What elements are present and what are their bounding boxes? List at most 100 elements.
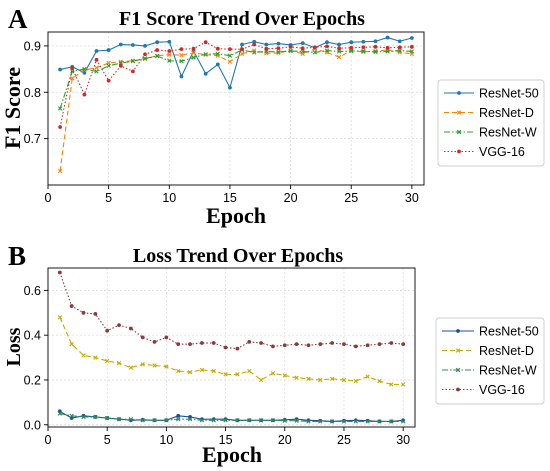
- panel-b: B Loss Trend Over Epochs 0 5 10 15 20 25 30 0.0…: [3, 241, 545, 467]
- data-point: [118, 60, 123, 66]
- data-point: [318, 419, 323, 424]
- data-point: [349, 45, 354, 50]
- data-point: [176, 342, 181, 347]
- data-point: [306, 343, 311, 348]
- data-point: [365, 419, 370, 424]
- legend-marker: [455, 367, 461, 373]
- x-tick-label: 5: [105, 191, 112, 205]
- panel-label: A: [8, 4, 28, 34]
- legend-marker: [457, 149, 461, 154]
- data-point: [70, 69, 75, 74]
- data-point: [318, 342, 323, 347]
- data-point: [105, 358, 110, 364]
- data-point: [389, 341, 394, 345]
- data-point: [223, 345, 228, 350]
- data-point: [385, 49, 390, 54]
- data-point: [329, 376, 335, 382]
- data-point: [288, 44, 293, 49]
- data-point: [247, 418, 252, 423]
- data-point: [264, 49, 269, 54]
- data-point: [69, 413, 74, 418]
- data-point: [361, 45, 366, 50]
- data-point: [82, 70, 87, 75]
- data-point: [140, 418, 145, 423]
- data-point: [312, 50, 318, 55]
- data-point: [179, 47, 184, 52]
- data-point: [211, 341, 216, 345]
- data-point: [385, 45, 390, 50]
- series-vgg-16: [58, 40, 414, 129]
- data-point: [82, 92, 87, 97]
- legend-label: ResNet-W: [479, 364, 537, 378]
- data-point: [377, 342, 382, 347]
- chart-title: Loss Trend Over Epochs: [133, 245, 343, 267]
- data-point: [270, 418, 276, 423]
- y-axis-label: Loss: [3, 327, 25, 366]
- data-point: [264, 46, 269, 51]
- data-point: [252, 39, 257, 44]
- series-vgg-16: [57, 270, 406, 351]
- data-point: [203, 40, 208, 45]
- data-point: [342, 342, 346, 347]
- data-point: [140, 335, 145, 340]
- data-point: [176, 413, 181, 418]
- data-point: [365, 343, 370, 348]
- data-point: [377, 419, 382, 424]
- data-point: [152, 340, 157, 344]
- data-point: [94, 57, 99, 62]
- x-tick-label: 30: [396, 433, 410, 447]
- data-point: [353, 419, 358, 424]
- data-point: [235, 372, 240, 377]
- data-point: [288, 48, 293, 54]
- data-point: [118, 63, 123, 68]
- data-point: [154, 53, 160, 59]
- data-point: [81, 414, 86, 420]
- y-tick-label: 0.9: [24, 39, 41, 53]
- data-point: [116, 360, 122, 366]
- data-point: [187, 369, 193, 375]
- data-point: [324, 48, 330, 53]
- data-point: [191, 50, 196, 56]
- x-tick-label: 10: [162, 191, 176, 205]
- data-point: [361, 39, 366, 44]
- data-point: [152, 363, 157, 368]
- data-point: [337, 46, 341, 51]
- data-point: [57, 168, 63, 174]
- data-point: [93, 312, 98, 316]
- legend-marker: [457, 91, 461, 95]
- data-point: [58, 67, 63, 72]
- data-point: [105, 328, 110, 333]
- data-point: [341, 419, 347, 424]
- y-tick-label: 0.0: [24, 418, 41, 432]
- data-point: [259, 341, 263, 345]
- legend: ResNet-50 ResNet-D ResNet-W VGG-16: [435, 317, 545, 405]
- data-point: [318, 377, 323, 383]
- legend-label: ResNet-50: [479, 325, 539, 339]
- data-point: [337, 42, 341, 47]
- data-point: [131, 43, 135, 47]
- data-point: [142, 56, 148, 61]
- legend-marker: [456, 387, 460, 392]
- data-point: [329, 419, 335, 424]
- data-point: [58, 125, 63, 129]
- data-point: [176, 416, 181, 422]
- series-resnet-50: [57, 409, 406, 424]
- data-point: [385, 35, 390, 40]
- data-point: [330, 341, 335, 345]
- x-axis-label: Epoch: [206, 203, 266, 228]
- series-line: [59, 413, 404, 422]
- data-point: [105, 415, 110, 421]
- y-axis-label: F1 Score: [0, 67, 25, 149]
- data-point: [199, 367, 205, 373]
- data-point: [373, 39, 378, 44]
- data-point: [69, 304, 74, 308]
- plot-frame: [47, 31, 425, 186]
- data-point: [325, 44, 329, 49]
- data-point: [389, 382, 394, 387]
- data-point: [57, 411, 63, 416]
- series-line: [60, 37, 413, 89]
- data-point: [57, 270, 62, 275]
- data-point: [70, 76, 75, 81]
- legend-marker: [456, 110, 462, 115]
